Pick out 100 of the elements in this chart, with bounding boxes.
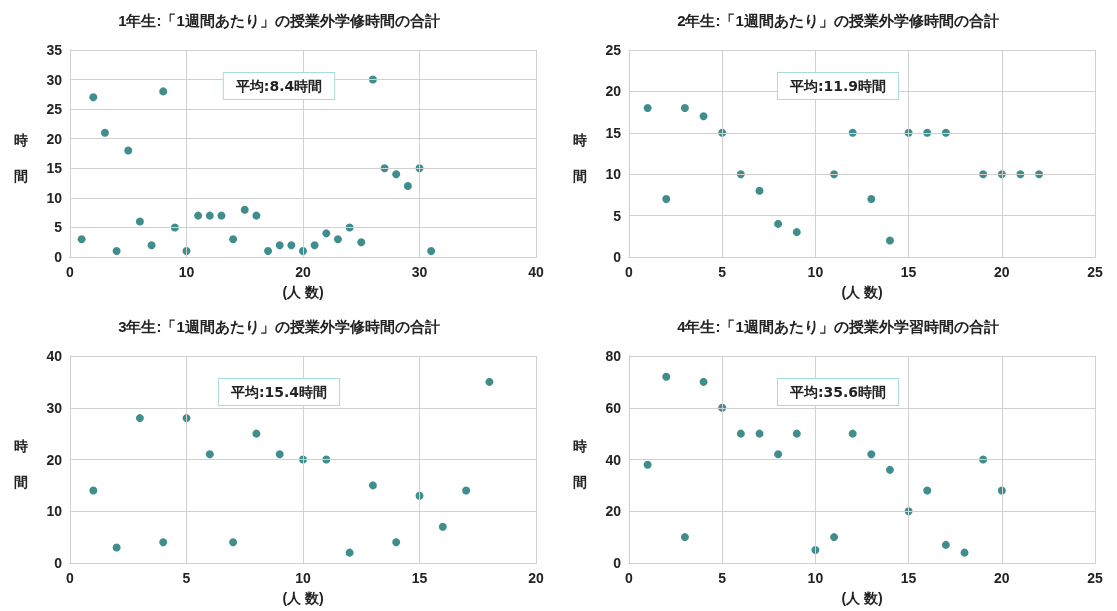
point: [77, 235, 86, 244]
y-tick-label: 20: [605, 503, 622, 520]
point: [680, 533, 689, 542]
point: [680, 103, 689, 112]
x-tick-label: 15: [411, 570, 428, 586]
point: [867, 195, 876, 204]
chart-title: 4年生:「1週間あたり」の授業外学習時間の合計: [677, 318, 999, 335]
point: [736, 429, 745, 438]
text: 時間: [573, 438, 587, 490]
text: 時間: [14, 438, 28, 490]
point: [135, 217, 144, 226]
point: [438, 522, 447, 531]
x-axis-title: (人 数): [282, 284, 324, 300]
y-tick-label: 80: [605, 348, 622, 364]
x-axis-title: (人 数): [841, 590, 883, 606]
x-tick-label: 10: [295, 570, 311, 586]
x-tick-label: 5: [718, 264, 727, 280]
point: [643, 460, 652, 469]
point: [287, 241, 296, 250]
y-tick-label: 10: [605, 166, 622, 183]
point: [322, 229, 331, 238]
point: [792, 429, 801, 438]
point: [229, 235, 238, 244]
y-tick-label: 10: [46, 503, 63, 520]
point: [89, 486, 98, 495]
point: [345, 548, 354, 557]
x-tick-label: 15: [900, 264, 917, 280]
y-tick-label: 20: [46, 451, 63, 468]
point: [960, 548, 969, 557]
point: [392, 170, 401, 179]
y-tick-label: 20: [605, 83, 622, 100]
point: [159, 87, 168, 96]
point: [699, 112, 708, 121]
point: [867, 450, 876, 459]
point: [392, 538, 401, 547]
x-tick-label: 15: [900, 570, 917, 586]
y-tick-label: 60: [605, 399, 622, 416]
y-tick-label: 0: [613, 249, 622, 265]
point: [830, 533, 839, 542]
x-tick-label: 0: [625, 570, 634, 586]
y-tick-label: 15: [605, 124, 622, 141]
point: [147, 241, 156, 250]
annotation: 平均:11.9時間: [788, 78, 887, 94]
y-tick-label: 5: [54, 219, 63, 236]
x-axis-title: (人 数): [841, 284, 883, 300]
point: [368, 481, 377, 490]
x-tick-label: 25: [1087, 570, 1103, 586]
point: [112, 543, 121, 552]
x-tick-label: 20: [994, 570, 1010, 586]
y-tick-label: 40: [46, 348, 63, 364]
point: [159, 538, 168, 547]
chart-title: 3年生:「1週間あたり」の授業外学修時間の合計: [118, 318, 440, 335]
point: [275, 450, 284, 459]
point: [774, 450, 783, 459]
point: [100, 128, 109, 137]
y-tick-label: 35: [46, 42, 63, 58]
point: [774, 219, 783, 228]
x-tick-label: 10: [807, 570, 824, 586]
y-tick-label: 40: [605, 451, 622, 468]
y-tick-label: 25: [46, 101, 63, 118]
x-tick-label: 5: [182, 570, 191, 586]
point: [699, 377, 708, 386]
text: 時間: [573, 132, 587, 184]
point: [662, 195, 671, 204]
point: [403, 182, 412, 191]
y-tick-label: 20: [46, 130, 63, 147]
y-tick-label: 5: [613, 207, 622, 224]
x-tick-label: 20: [295, 264, 311, 280]
point: [485, 377, 494, 386]
x-tick-label: 40: [528, 264, 544, 280]
point: [848, 429, 857, 438]
point: [357, 238, 366, 247]
x-tick-label: 5: [718, 570, 727, 586]
text: 時間: [14, 132, 28, 184]
point: [264, 247, 273, 256]
point: [124, 146, 133, 155]
chart-title: 1年生:「1週間あたり」の授業外学修時間の合計: [118, 12, 440, 29]
x-tick-label: 0: [66, 570, 75, 586]
x-tick-label: 10: [178, 264, 195, 280]
x-tick-label: 0: [66, 264, 75, 280]
point: [885, 236, 894, 245]
point: [310, 241, 319, 250]
point: [885, 465, 894, 474]
point: [217, 211, 226, 220]
point: [462, 486, 471, 495]
point: [252, 429, 261, 438]
x-tick-label: 25: [1087, 264, 1103, 280]
y-tick-label: 0: [54, 249, 63, 265]
point: [205, 211, 214, 220]
x-tick-label: 0: [625, 264, 634, 280]
x-tick-label: 30: [411, 264, 428, 280]
annotation: 平均:35.6時間: [788, 384, 887, 400]
point: [755, 186, 764, 195]
y-tick-label: 0: [613, 555, 622, 571]
y-tick-label: 10: [46, 189, 63, 206]
point: [662, 372, 671, 381]
point: [240, 205, 249, 214]
x-tick-label: 10: [807, 264, 824, 280]
annotation: 平均:8.4時間: [234, 78, 323, 94]
point: [923, 486, 932, 495]
